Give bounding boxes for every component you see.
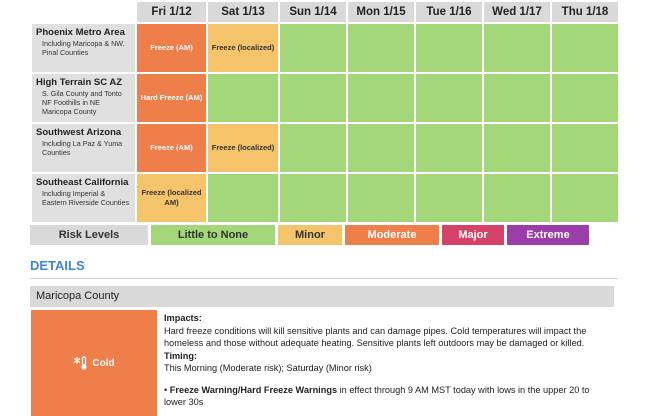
risk-cell-text: Freeze (AM) — [150, 43, 193, 52]
impacts-text: Hard freeze conditions will kill sensiti… — [164, 325, 587, 349]
region-name: High Terrain SC AZ — [36, 77, 123, 88]
region-cell: High Terrain SC AZ S. Gila County and To… — [30, 72, 137, 124]
risk-cell — [550, 172, 620, 224]
county-header: Maricopa County — [30, 286, 614, 307]
risk-cell — [346, 122, 416, 174]
day-header-row: Fri 1/12 Sat 1/13 Sun 1/14 Mon 1/15 Tue … — [30, 0, 620, 24]
region-row: Southwest Arizona Including La Paz & Yum… — [30, 122, 620, 174]
risk-cell-text: Hard Freeze (AM) — [140, 93, 203, 102]
legend-item-minor: Minor — [278, 225, 342, 245]
legend-item-extreme: Extreme — [507, 225, 589, 245]
region-name: Southwest Arizona — [36, 127, 122, 138]
day-header: Thu 1/18 — [550, 0, 620, 24]
risk-cell-text: Freeze (localized) — [211, 43, 275, 52]
legend-item-major: Major — [442, 225, 504, 245]
risk-legend: Risk Levels Little to None Minor Moderat… — [30, 225, 592, 245]
region-name: Phoenix Metro Area — [36, 27, 125, 38]
risk-cell — [414, 122, 484, 174]
risk-cell — [278, 122, 348, 174]
region-cell: Phoenix Metro Area Including Maricopa & … — [30, 22, 137, 74]
region-subtitle: Including La Paz & Yuma Counties — [42, 139, 123, 157]
risk-cell — [278, 22, 348, 74]
risk-forecast-table: Fri 1/12 Sat 1/13 Sun 1/14 Mon 1/15 Tue … — [30, 0, 620, 224]
region-cell: Southeast California Including Imperial … — [30, 172, 137, 224]
cold-thermometer-icon — [74, 356, 87, 370]
hazard-badge: Cold — [31, 310, 157, 416]
risk-cell — [482, 22, 552, 74]
region-row: Southeast California Including Imperial … — [30, 172, 620, 224]
risk-cell — [482, 72, 552, 124]
warning-bullet: • Freeze Warning/Hard Freeze Warnings in… — [164, 384, 590, 408]
hazard-badge-content: Cold — [73, 356, 115, 370]
risk-cell — [414, 72, 484, 124]
risk-cell — [346, 22, 416, 74]
risk-cell — [482, 172, 552, 224]
risk-cell-text: Freeze (localized) — [211, 143, 275, 152]
risk-cell: Freeze (AM) — [135, 22, 208, 74]
risk-cell — [206, 72, 280, 124]
timing-heading: Timing: — [164, 350, 198, 361]
risk-cell: Freeze (localized AM) — [135, 172, 208, 224]
risk-cell — [278, 72, 348, 124]
risk-cell — [550, 22, 620, 74]
warning-title: Freeze Warning/Hard Freeze Warnings — [169, 384, 338, 395]
day-header: Fri 1/12 — [135, 0, 208, 24]
region-row: High Terrain SC AZ S. Gila County and To… — [30, 72, 620, 124]
risk-cell — [346, 72, 416, 124]
region-subtitle: Including Imperial & Eastern Riverside C… — [42, 189, 130, 207]
details-heading: DETAILS — [30, 258, 85, 273]
risk-cell — [278, 172, 348, 224]
legend-item-none: Little to None — [151, 225, 275, 245]
impacts-heading: Impacts: — [164, 313, 202, 323]
risk-cell — [550, 122, 620, 174]
risk-cell-text: Freeze (AM) — [150, 143, 193, 152]
risk-cell — [482, 122, 552, 174]
risk-cell: Freeze (AM) — [135, 122, 208, 174]
risk-cell — [414, 172, 484, 224]
region-name: Southeast California — [36, 177, 129, 188]
risk-cell — [206, 172, 280, 224]
region-subtitle: S. Gila County and Tonto NF Foothills in… — [42, 89, 122, 116]
day-header: Sat 1/13 — [206, 0, 280, 24]
legend-item-moderate: Moderate — [345, 225, 439, 245]
risk-cell-text: Freeze (localized AM) — [141, 188, 202, 207]
region-row: Phoenix Metro Area Including Maricopa & … — [30, 22, 620, 74]
risk-cell: Hard Freeze (AM) — [135, 72, 208, 124]
risk-cell: Freeze (localized) — [206, 22, 280, 74]
day-header: Sun 1/14 — [278, 0, 348, 24]
impacts-panel: Impacts: Hard freeze conditions will kil… — [164, 312, 614, 409]
day-header: Tue 1/16 — [414, 0, 484, 24]
region-subtitle: Including Maricopa & NW. Pinal Counties — [42, 39, 125, 57]
table-corner — [30, 0, 137, 24]
risk-cell — [414, 22, 484, 74]
day-header: Mon 1/15 — [346, 0, 416, 24]
risk-cell — [346, 172, 416, 224]
hazard-label: Cold — [92, 357, 115, 369]
risk-cell: Freeze (localized) — [206, 122, 280, 174]
timing-text: This Morning (Moderate risk); Saturday (… — [164, 363, 372, 373]
legend-title: Risk Levels — [30, 225, 148, 245]
day-header: Wed 1/17 — [482, 0, 552, 24]
region-cell: Southwest Arizona Including La Paz & Yum… — [30, 122, 137, 174]
warning-text: in effect through 9 AM MST today with lo… — [164, 384, 590, 408]
section-divider — [30, 278, 618, 279]
risk-cell — [550, 72, 620, 124]
